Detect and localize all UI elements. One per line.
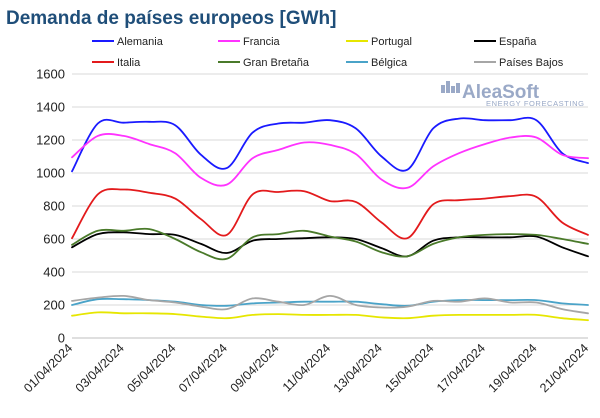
- legend-item-paises-bajos: Países Bajos: [474, 57, 564, 69]
- legend: Alemania Francia Portugal España Italia Gran …: [92, 36, 564, 69]
- x-tick-label: 13/04/2024: [331, 341, 385, 395]
- legend-label: Francia: [243, 36, 281, 48]
- logo-name: AleaSoft: [462, 82, 540, 103]
- x-tick-label: 01/04/2024: [21, 341, 75, 395]
- legend-label: Alemania: [117, 36, 164, 48]
- legend-label: Países Bajos: [499, 57, 564, 69]
- series-line-francia: [71, 133, 589, 190]
- y-axis: 0 200 400 600 800 1000 1200 1400 1600: [36, 67, 65, 346]
- series-line-alemania: [71, 116, 589, 173]
- x-tick-label: 19/04/2024: [486, 341, 540, 395]
- series-line-italia: [71, 188, 589, 240]
- legend-item-italia: Italia: [92, 57, 141, 69]
- legend-item-francia: Francia: [218, 36, 281, 48]
- legend-label: Gran Bretaña: [243, 57, 310, 69]
- x-axis: 01/04/202403/04/202405/04/202407/04/2024…: [21, 341, 591, 395]
- logo-tagline: ENERGY FORECASTING: [486, 99, 585, 108]
- chart-title: Demanda de países europeos [GWh]: [6, 8, 336, 29]
- y-tick-label: 1400: [36, 100, 65, 115]
- series-line-gran-bretana: [71, 227, 589, 261]
- x-tick-label: 11/04/2024: [280, 341, 334, 395]
- x-tick-label: 07/04/2024: [176, 341, 230, 395]
- y-tick-label: 0: [58, 331, 65, 346]
- x-tick-label: 03/04/2024: [73, 341, 127, 395]
- legend-item-portugal: Portugal: [346, 36, 412, 48]
- series-line-paises-bajos: [71, 294, 589, 315]
- x-tick-label: 17/04/2024: [434, 341, 488, 395]
- x-tick-label: 05/04/2024: [124, 341, 178, 395]
- x-tick-label: 15/04/2024: [382, 341, 436, 395]
- aleasoft-logo: AleaSoft ENERGY FORECASTING: [441, 81, 585, 108]
- y-tick-label: 800: [43, 199, 65, 214]
- legend-label: España: [499, 36, 537, 48]
- x-tick-label: 21/04/2024: [537, 341, 591, 395]
- y-tick-label: 1000: [36, 166, 65, 181]
- legend-item-belgica: Bélgica: [346, 57, 408, 69]
- legend-item-gran-bretana: Gran Bretaña: [218, 57, 310, 69]
- legend-label: Portugal: [371, 36, 412, 48]
- legend-label: Italia: [117, 57, 141, 69]
- legend-item-alemania: Alemania: [92, 36, 164, 48]
- x-tick-label: 09/04/2024: [228, 341, 282, 395]
- grid: [72, 73, 588, 339]
- series-line-portugal: [71, 311, 589, 322]
- y-tick-label: 1200: [36, 133, 65, 148]
- legend-item-espana: España: [474, 36, 537, 48]
- y-tick-label: 200: [43, 298, 65, 313]
- y-tick-label: 400: [43, 265, 65, 280]
- y-tick-label: 600: [43, 232, 65, 247]
- series-lines: [71, 116, 589, 322]
- logo-mark-icon: [441, 81, 460, 93]
- legend-label: Bélgica: [371, 57, 408, 69]
- y-tick-label: 1600: [36, 67, 65, 82]
